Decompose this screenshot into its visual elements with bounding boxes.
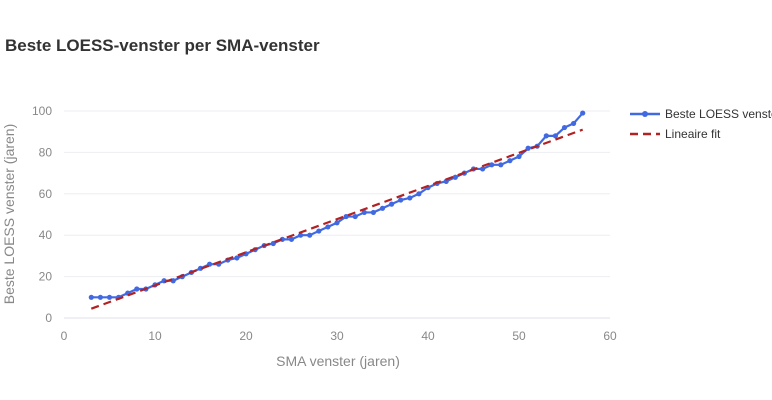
y-tick-label: 40 [39, 228, 53, 242]
data-point [507, 158, 513, 164]
data-point [106, 294, 113, 300]
data-point [307, 232, 313, 238]
data-point [325, 224, 331, 230]
data-point [480, 166, 486, 172]
data-point [452, 174, 458, 180]
data-point [343, 213, 349, 220]
data-point [316, 228, 322, 234]
x-tick-label: 40 [421, 329, 435, 343]
legend-label-loess[interactable]: Beste LOESS venster [665, 107, 772, 121]
data-point [97, 294, 103, 300]
data-point [197, 265, 204, 271]
data-point [361, 209, 367, 216]
y-tick-label: 0 [45, 311, 52, 325]
legend-label-fit[interactable]: Lineaire fit [665, 127, 721, 141]
x-axis-label: SMA venster (jaren) [276, 353, 400, 369]
data-point [334, 220, 340, 226]
data-point [416, 191, 422, 197]
x-tick-label: 60 [603, 329, 617, 343]
data-point [561, 124, 568, 131]
y-axis-label: Beste LOESS venster (jaren) [1, 124, 17, 305]
x-tick-label: 10 [148, 329, 162, 343]
data-point [288, 236, 295, 242]
data-point [134, 286, 140, 292]
data-point [525, 145, 531, 151]
data-point [379, 205, 386, 211]
data-point [270, 240, 276, 247]
legend-marker-loess [642, 111, 648, 117]
y-tick-label: 20 [39, 270, 53, 284]
y-tick-label: 100 [32, 104, 52, 118]
data-point [552, 133, 559, 139]
data-point [234, 255, 240, 261]
y-tick-label: 60 [39, 187, 53, 201]
series-line-fit [90, 128, 584, 310]
data-point [389, 201, 395, 207]
data-point [443, 178, 449, 184]
legend[interactable]: Beste LOESS venster Lineaire fit [630, 107, 772, 141]
x-tick-label: 0 [61, 329, 68, 343]
data-point [370, 209, 376, 216]
data-point [543, 133, 549, 139]
data-point [498, 162, 504, 168]
y-tick-label: 80 [39, 145, 53, 159]
x-tick-label: 20 [239, 329, 253, 343]
x-tick-label: 50 [512, 329, 526, 343]
data-point [580, 110, 586, 116]
data-point [571, 120, 577, 127]
series-line-loess [91, 112, 584, 299]
data-point [88, 294, 94, 300]
data-point [516, 153, 522, 160]
x-tick-label: 30 [330, 329, 344, 343]
data-point [407, 195, 413, 201]
data-point [489, 162, 495, 168]
data-point [352, 213, 358, 220]
chart-title: Beste LOESS-venster per SMA-venster [5, 36, 320, 55]
data-point [398, 197, 404, 203]
